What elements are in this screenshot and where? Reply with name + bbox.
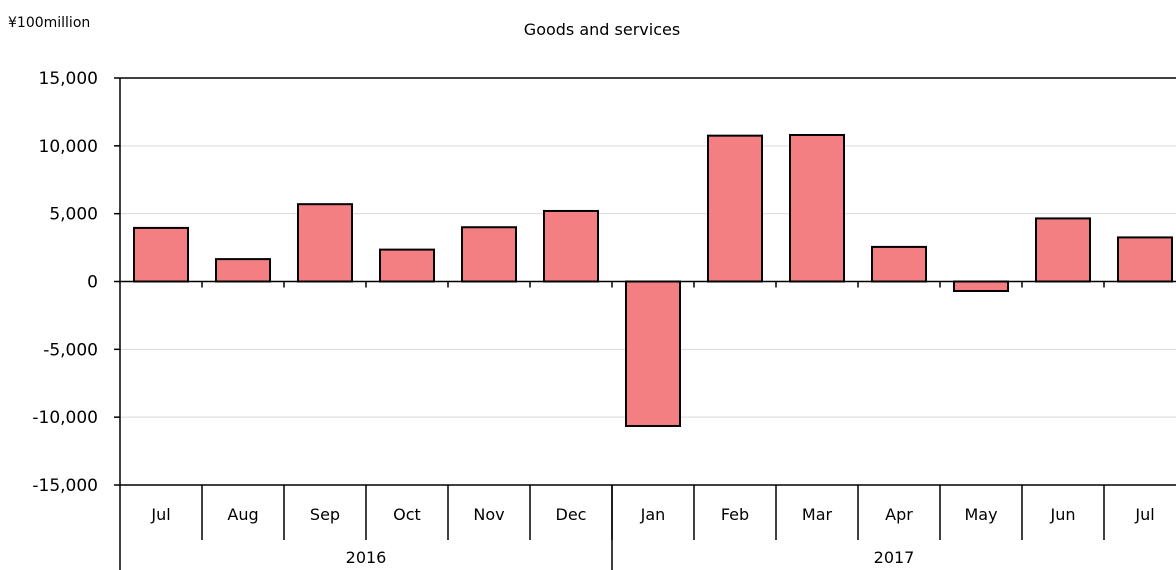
year-label: 2016 (346, 548, 387, 567)
bar (543, 209, 599, 283)
x-axis-categories: Jul Aug Sep Oct Nov Dec Jan Feb Mar Apr May Jun Jul 2… (150, 505, 1154, 567)
y-tick-label: 5,000 (49, 205, 98, 225)
x-tick-label: Jul (1134, 505, 1154, 524)
x-tick-label: Mar (802, 505, 833, 524)
y-tick-label: 0 (87, 273, 98, 293)
x-tick-label: Jul (150, 505, 170, 524)
bar (297, 203, 353, 283)
y-tick-label: -10,000 (32, 408, 98, 428)
bar (625, 280, 681, 427)
bar (1117, 236, 1173, 283)
bar (1035, 217, 1091, 283)
bar (461, 226, 517, 283)
x-tick-label: Sep (310, 505, 340, 524)
y-tick-label: 15,000 (39, 69, 98, 89)
axes (119, 77, 1176, 570)
x-tick-label: Dec (556, 505, 587, 524)
bar (953, 280, 1009, 292)
y-tick-label: -5,000 (43, 340, 98, 360)
bar (133, 226, 189, 283)
x-tick-label: Jan (640, 505, 666, 524)
year-label: 2017 (874, 548, 915, 567)
y-axis-ticks: 15,000 10,000 5,000 0 -5,000 -10,000 -15,000 (32, 69, 120, 496)
x-tick-label: Aug (227, 505, 258, 524)
y-tick-label: -15,000 (32, 476, 98, 496)
x-tick-label: Jun (1050, 505, 1076, 524)
x-tick-label: Feb (721, 505, 749, 524)
bars (133, 133, 1173, 427)
bar (215, 258, 271, 283)
bar (871, 245, 927, 283)
y-unit-label: ¥100million (8, 15, 90, 31)
bar (707, 134, 763, 283)
bar (789, 133, 845, 283)
chart-title: Goods and services (524, 20, 680, 39)
x-tick-label: Nov (473, 505, 504, 524)
x-tick-label: May (964, 505, 997, 524)
x-tick-label: Oct (393, 505, 421, 524)
y-tick-label: 10,000 (39, 137, 98, 157)
x-tick-label: Apr (885, 505, 913, 524)
bar (379, 248, 435, 283)
